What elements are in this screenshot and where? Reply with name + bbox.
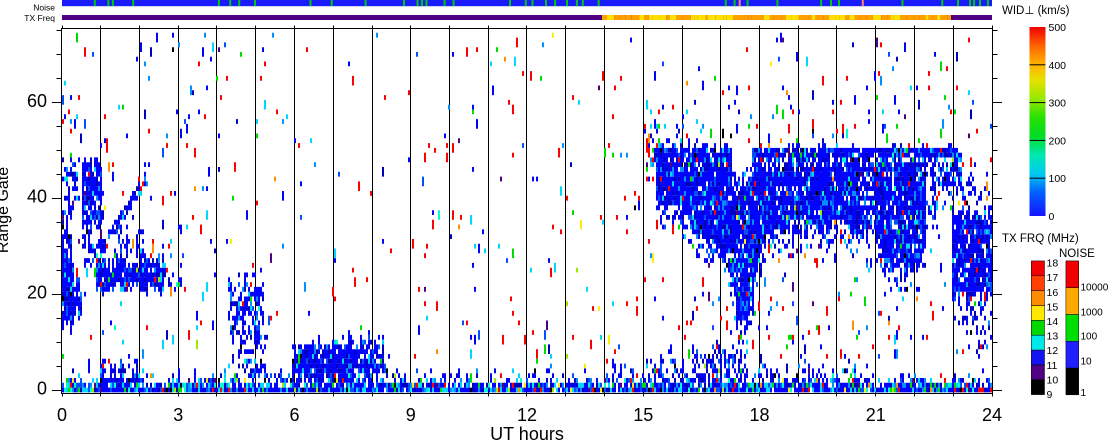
svg-text:18: 18 — [1047, 258, 1059, 270]
svg-text:300: 300 — [1049, 98, 1067, 110]
svg-text:0: 0 — [57, 405, 67, 425]
svg-text:9: 9 — [1047, 389, 1053, 401]
svg-text:24: 24 — [982, 405, 1002, 425]
svg-text:Noise: Noise — [33, 3, 55, 13]
svg-text:11: 11 — [1047, 360, 1058, 372]
svg-text:10: 10 — [1047, 374, 1059, 386]
svg-text:40: 40 — [27, 187, 47, 207]
svg-text:1000: 1000 — [1081, 307, 1104, 318]
svg-text:1: 1 — [1081, 388, 1087, 399]
svg-text:17: 17 — [1047, 272, 1059, 284]
svg-text:WID⊥ (km/s): WID⊥ (km/s) — [1002, 5, 1070, 17]
svg-text:200: 200 — [1049, 135, 1067, 147]
svg-text:12: 12 — [517, 405, 537, 425]
svg-text:Range Gate: Range Gate — [0, 167, 12, 253]
svg-text:NOISE: NOISE — [1059, 248, 1095, 260]
svg-text:100: 100 — [1049, 173, 1067, 185]
svg-text:3: 3 — [173, 405, 183, 425]
svg-text:0: 0 — [37, 379, 47, 399]
svg-text:400: 400 — [1049, 60, 1067, 72]
svg-text:15: 15 — [633, 405, 653, 425]
svg-text:UT hours: UT hours — [490, 424, 564, 441]
svg-text:10000: 10000 — [1081, 283, 1108, 294]
svg-text:18: 18 — [749, 405, 769, 425]
svg-text:TX FRQ (MHz): TX FRQ (MHz) — [1002, 233, 1079, 245]
svg-text:TX Freq: TX Freq — [24, 13, 55, 23]
svg-text:10: 10 — [1081, 356, 1093, 367]
svg-text:21: 21 — [866, 405, 886, 425]
svg-text:9: 9 — [406, 405, 416, 425]
svg-text:12: 12 — [1047, 345, 1059, 357]
svg-text:16: 16 — [1047, 287, 1059, 299]
svg-text:0: 0 — [1049, 211, 1055, 223]
svg-text:500: 500 — [1049, 22, 1067, 34]
svg-text:60: 60 — [27, 91, 47, 111]
svg-text:100: 100 — [1081, 332, 1098, 343]
svg-text:20: 20 — [27, 283, 47, 303]
svg-text:13: 13 — [1047, 331, 1059, 343]
svg-text:15: 15 — [1047, 301, 1059, 313]
svg-text:14: 14 — [1047, 316, 1059, 328]
svg-text:6: 6 — [289, 405, 299, 425]
